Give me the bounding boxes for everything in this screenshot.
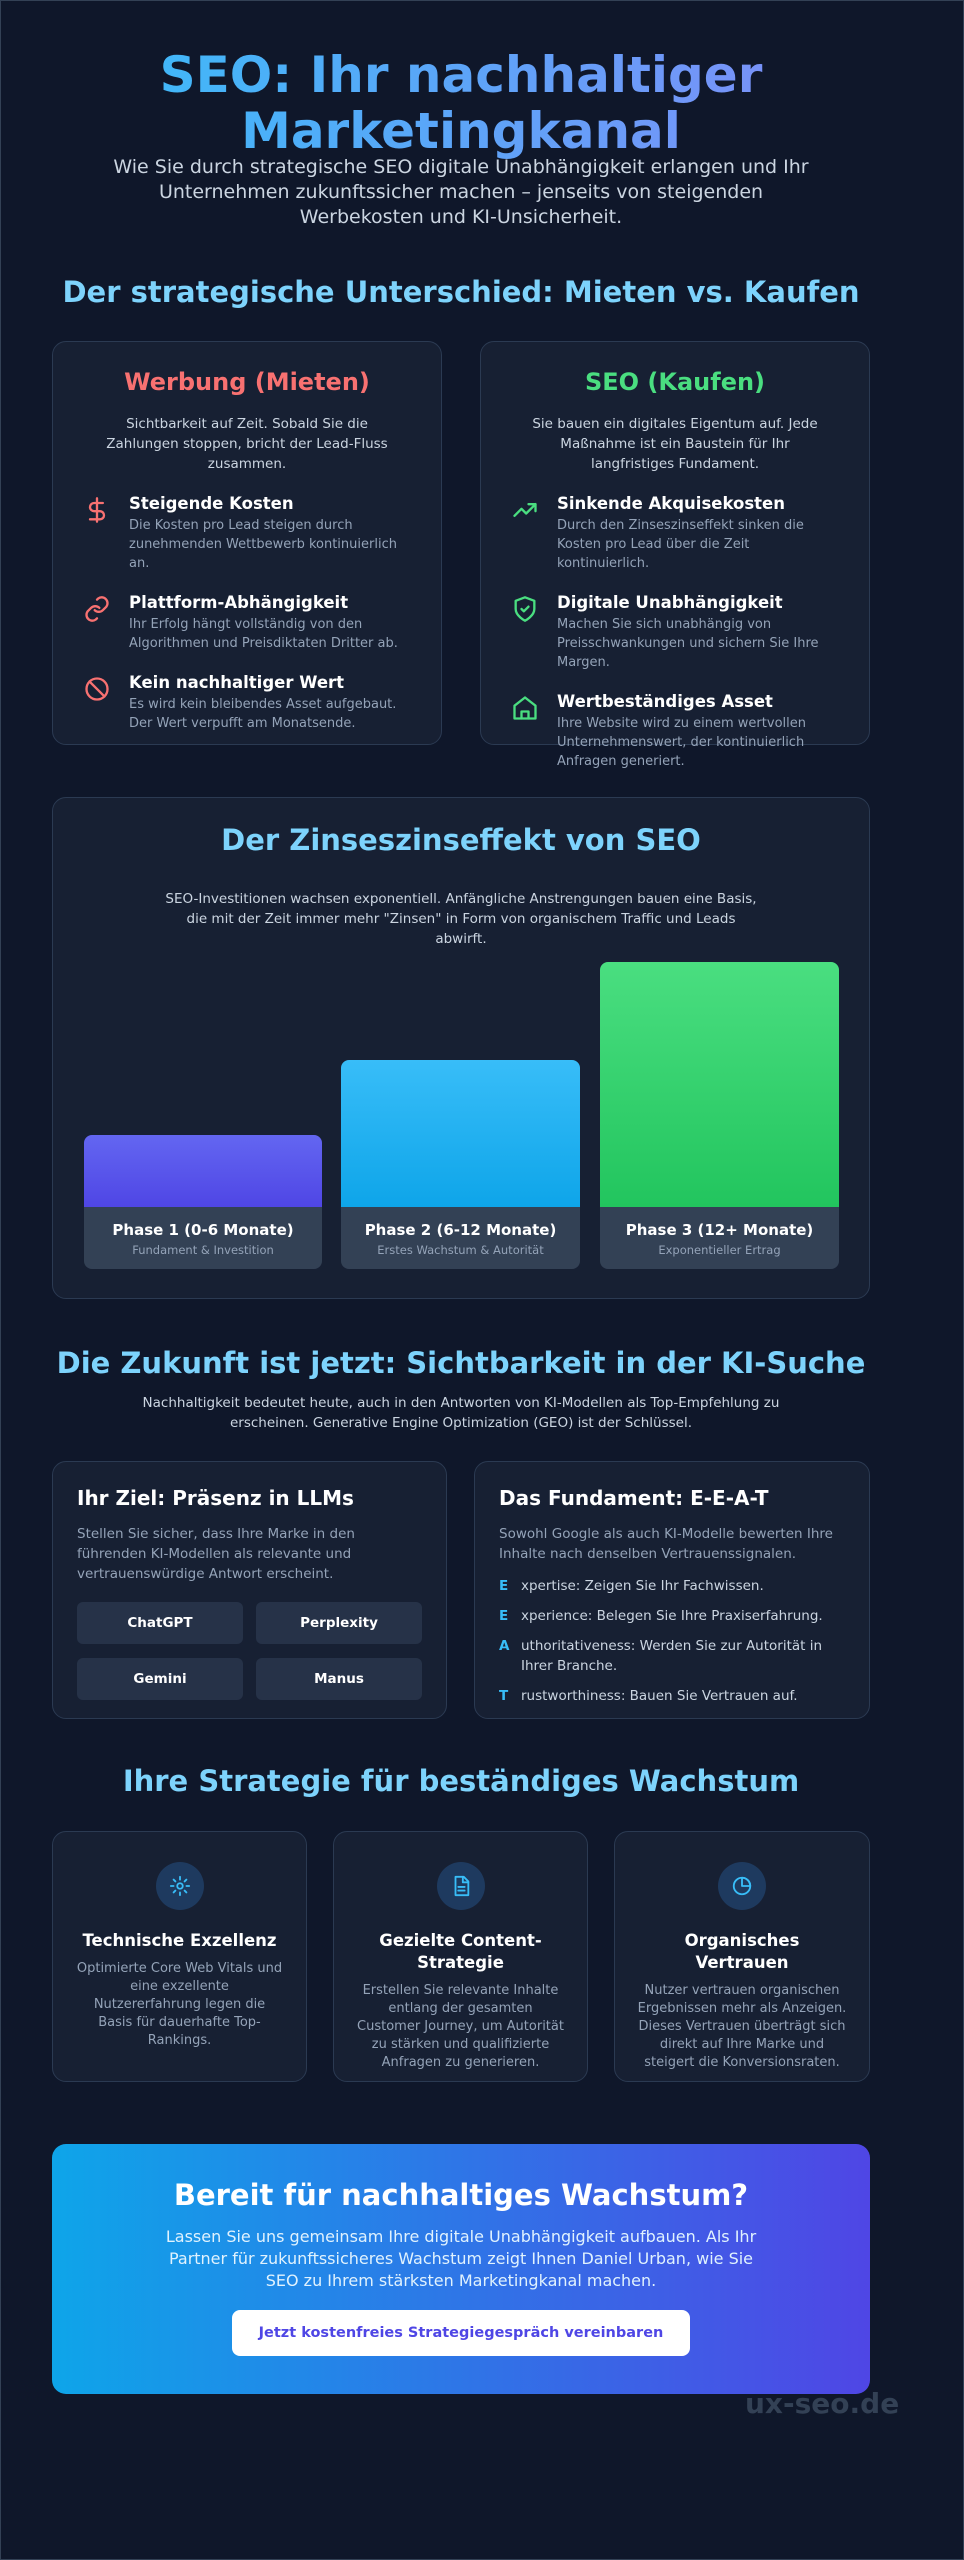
item-body: Plattform-Abhängigkeit Ihr Erfolg hängt v…: [129, 593, 411, 653]
strategy-text: Erstellen Sie relevante Inhalte entlang …: [357, 1983, 564, 2070]
card-title: Werbung (Mieten): [124, 368, 370, 396]
icon: [511, 494, 539, 573]
strategy-title: Technische Exzellenz: [82, 1931, 277, 1950]
item-text: Machen Sie sich unabhängig von Preisschw…: [557, 617, 819, 670]
item-body: Digitale Unabhängigkeit Machen Sie sich u…: [557, 593, 839, 672]
item-title: Wertbeständiges Asset: [557, 692, 773, 711]
section-title: Ihre Strategie für beständiges Wachstum: [122, 1764, 800, 1798]
phase-bar: [341, 1060, 580, 1207]
page-subtitle: Wie Sie durch strategische SEO digitale …: [113, 156, 809, 228]
cta-box: Bereit für nachhaltiges Wachstum? Lassen…: [52, 2144, 870, 2394]
card-text: Stellen Sie sicher, dass Ihre Marke in d…: [77, 1526, 355, 1582]
strategy-icon: [155, 1862, 204, 1910]
item-body: Kein nachhaltiger Wert Es wird kein bleib…: [129, 673, 411, 733]
phase-title: Phase 3 (12+ Monate): [625, 1221, 814, 1239]
llm-pill: ChatGPT: [77, 1602, 243, 1644]
strategy-icon: [436, 1862, 485, 1910]
list-item: Kein nachhaltiger Wert Es wird kein bleib…: [83, 673, 411, 733]
strategy-card: Organisches Vertrauen Nutzer vertrauen or…: [614, 1831, 870, 2082]
section-title: Der Zinseszinseffekt von SEO: [221, 823, 701, 857]
llm-pill: Perplexity: [256, 1602, 422, 1644]
strategy-title: Gezielte Content-Strategie: [379, 1931, 542, 1972]
strategy-text: Optimierte Core Web Vitals und eine exze…: [76, 1961, 283, 2048]
card-intro: Sie bauen ein digitales Eigentum auf. Je…: [532, 416, 818, 472]
item-text: Es wird kein bleibendes Asset aufgebaut.…: [129, 697, 397, 731]
item-title: Sinkende Akquisekosten: [557, 494, 785, 513]
eeat-text: uthoritativeness: Werden Sie zur Autorit…: [521, 1638, 823, 1674]
cta-button[interactable]: Jetzt kostenfreies Strategiegespräch ver…: [232, 2310, 690, 2356]
item-text: Die Kosten pro Lead steigen durch zunehm…: [129, 518, 397, 571]
page-title: SEO: Ihr nachhaltiger Marketingkanal: [52, 47, 870, 159]
goal-card: Ihr Ziel: Präsenz in LLMs Stellen Sie si…: [52, 1461, 447, 1719]
section-title: Der strategische Unterschied: Mieten vs.…: [62, 275, 860, 309]
list-item: Wertbeständiges Asset Ihre Website wird z…: [511, 692, 839, 771]
eeat-letter: E: [499, 1608, 509, 1624]
phase-bar: [84, 1135, 322, 1207]
eeat-letter: E: [499, 1578, 509, 1594]
strategy-text: Nutzer vertrauen organischen Ergebnissen…: [637, 1983, 847, 2070]
strategy-title: Organisches Vertrauen: [684, 1931, 800, 1972]
icon: [83, 494, 111, 573]
item-title: Plattform-Abhängigkeit: [129, 593, 349, 612]
phase-bar: [600, 962, 839, 1207]
section-text: Nachhaltigkeit bedeutet heute, auch in d…: [142, 1395, 780, 1431]
eeat-text: xpertise: Zeigen Sie Ihr Fachwissen.: [521, 1578, 764, 1594]
item-body: Steigende Kosten Die Kosten pro Lead stei…: [129, 494, 411, 573]
item-text: Durch den Zinseszinseffekt sinken die Ko…: [557, 518, 804, 571]
icon: [83, 673, 111, 733]
cta-text: Lassen Sie uns gemeinsam Ihre digitale U…: [165, 2227, 757, 2290]
list-item: Sinkende Akquisekosten Durch den Zinseszi…: [511, 494, 839, 573]
strategy-icon: [718, 1862, 766, 1910]
section-title: Die Zukunft ist jetzt: Sichtbarkeit in d…: [56, 1346, 866, 1380]
eeat-letter: A: [499, 1638, 510, 1654]
phase-subtitle: Erstes Wachstum & Autorität: [377, 1243, 544, 1257]
phase-title: Phase 1 (0-6 Monate): [112, 1221, 294, 1239]
item-body: Wertbeständiges Asset Ihre Website wird z…: [557, 692, 839, 771]
strategy-card: Gezielte Content-Strategie Erstellen Sie …: [333, 1831, 588, 2082]
list-item: Digitale Unabhängigkeit Machen Sie sich u…: [511, 593, 839, 672]
phase-label: Phase 2 (6-12 Monate) Erstes Wachstum & A…: [341, 1207, 580, 1269]
llm-pill: Manus: [256, 1658, 422, 1700]
phase-label: Phase 3 (12+ Monate) Exponentieller Ertra…: [600, 1207, 839, 1269]
card-intro: Sichtbarkeit auf Zeit. Sobald Sie die Za…: [106, 416, 388, 472]
card-title: Ihr Ziel: Präsenz in LLMs: [77, 1486, 354, 1510]
strategy-card: Technische Exzellenz Optimierte Core Web …: [52, 1831, 307, 2082]
icon: [511, 692, 539, 771]
item-body: Sinkende Akquisekosten Durch den Zinseszi…: [557, 494, 839, 573]
eeat-letter: T: [499, 1688, 509, 1704]
llm-pill: Gemini: [77, 1658, 243, 1700]
item-title: Digitale Unabhängigkeit: [557, 593, 783, 612]
icon: [511, 593, 539, 672]
item-text: Ihre Website wird zu einem wertvollen Un…: [557, 716, 806, 769]
phase-subtitle: Fundament & Investition: [132, 1243, 274, 1257]
comparison-card: Werbung (Mieten) Sichtbarkeit auf Zeit. S…: [52, 341, 442, 745]
item-text: Ihr Erfolg hängt vollständig von den Alg…: [129, 617, 398, 651]
card-title: SEO (Kaufen): [584, 368, 766, 396]
icon: [83, 593, 111, 653]
section-text: SEO-Investitionen wachsen exponentiell. …: [165, 891, 757, 947]
phase-subtitle: Exponentieller Ertrag: [658, 1243, 781, 1257]
eeat-text: rustworthiness: Bauen Sie Vertrauen auf.: [521, 1688, 798, 1704]
list-item: Steigende Kosten Die Kosten pro Lead stei…: [83, 494, 411, 573]
card-title: Das Fundament: E-E-A-T: [499, 1486, 769, 1510]
eeat-text: xperience: Belegen Sie Ihre Praxiserfahr…: [521, 1608, 823, 1624]
eeat-card: Das Fundament: E-E-A-T Sowohl Google als…: [474, 1461, 870, 1719]
card-text: Sowohl Google als auch KI-Modelle bewert…: [499, 1526, 833, 1562]
cta-title: Bereit für nachhaltiges Wachstum?: [173, 2178, 749, 2212]
phase-label: Phase 1 (0-6 Monate) Fundament & Investit…: [84, 1207, 322, 1269]
item-title: Kein nachhaltiger Wert: [129, 673, 345, 692]
watermark: ux-seo.de: [745, 2387, 900, 2420]
list-item: Plattform-Abhängigkeit Ihr Erfolg hängt v…: [83, 593, 411, 653]
comparison-card: SEO (Kaufen) Sie bauen ein digitales Eige…: [480, 341, 870, 769]
llm-grid: ChatGPT Perplexity Gemini Manus: [77, 1602, 422, 1700]
phase-title: Phase 2 (6-12 Monate): [364, 1221, 557, 1239]
item-title: Steigende Kosten: [129, 494, 294, 513]
